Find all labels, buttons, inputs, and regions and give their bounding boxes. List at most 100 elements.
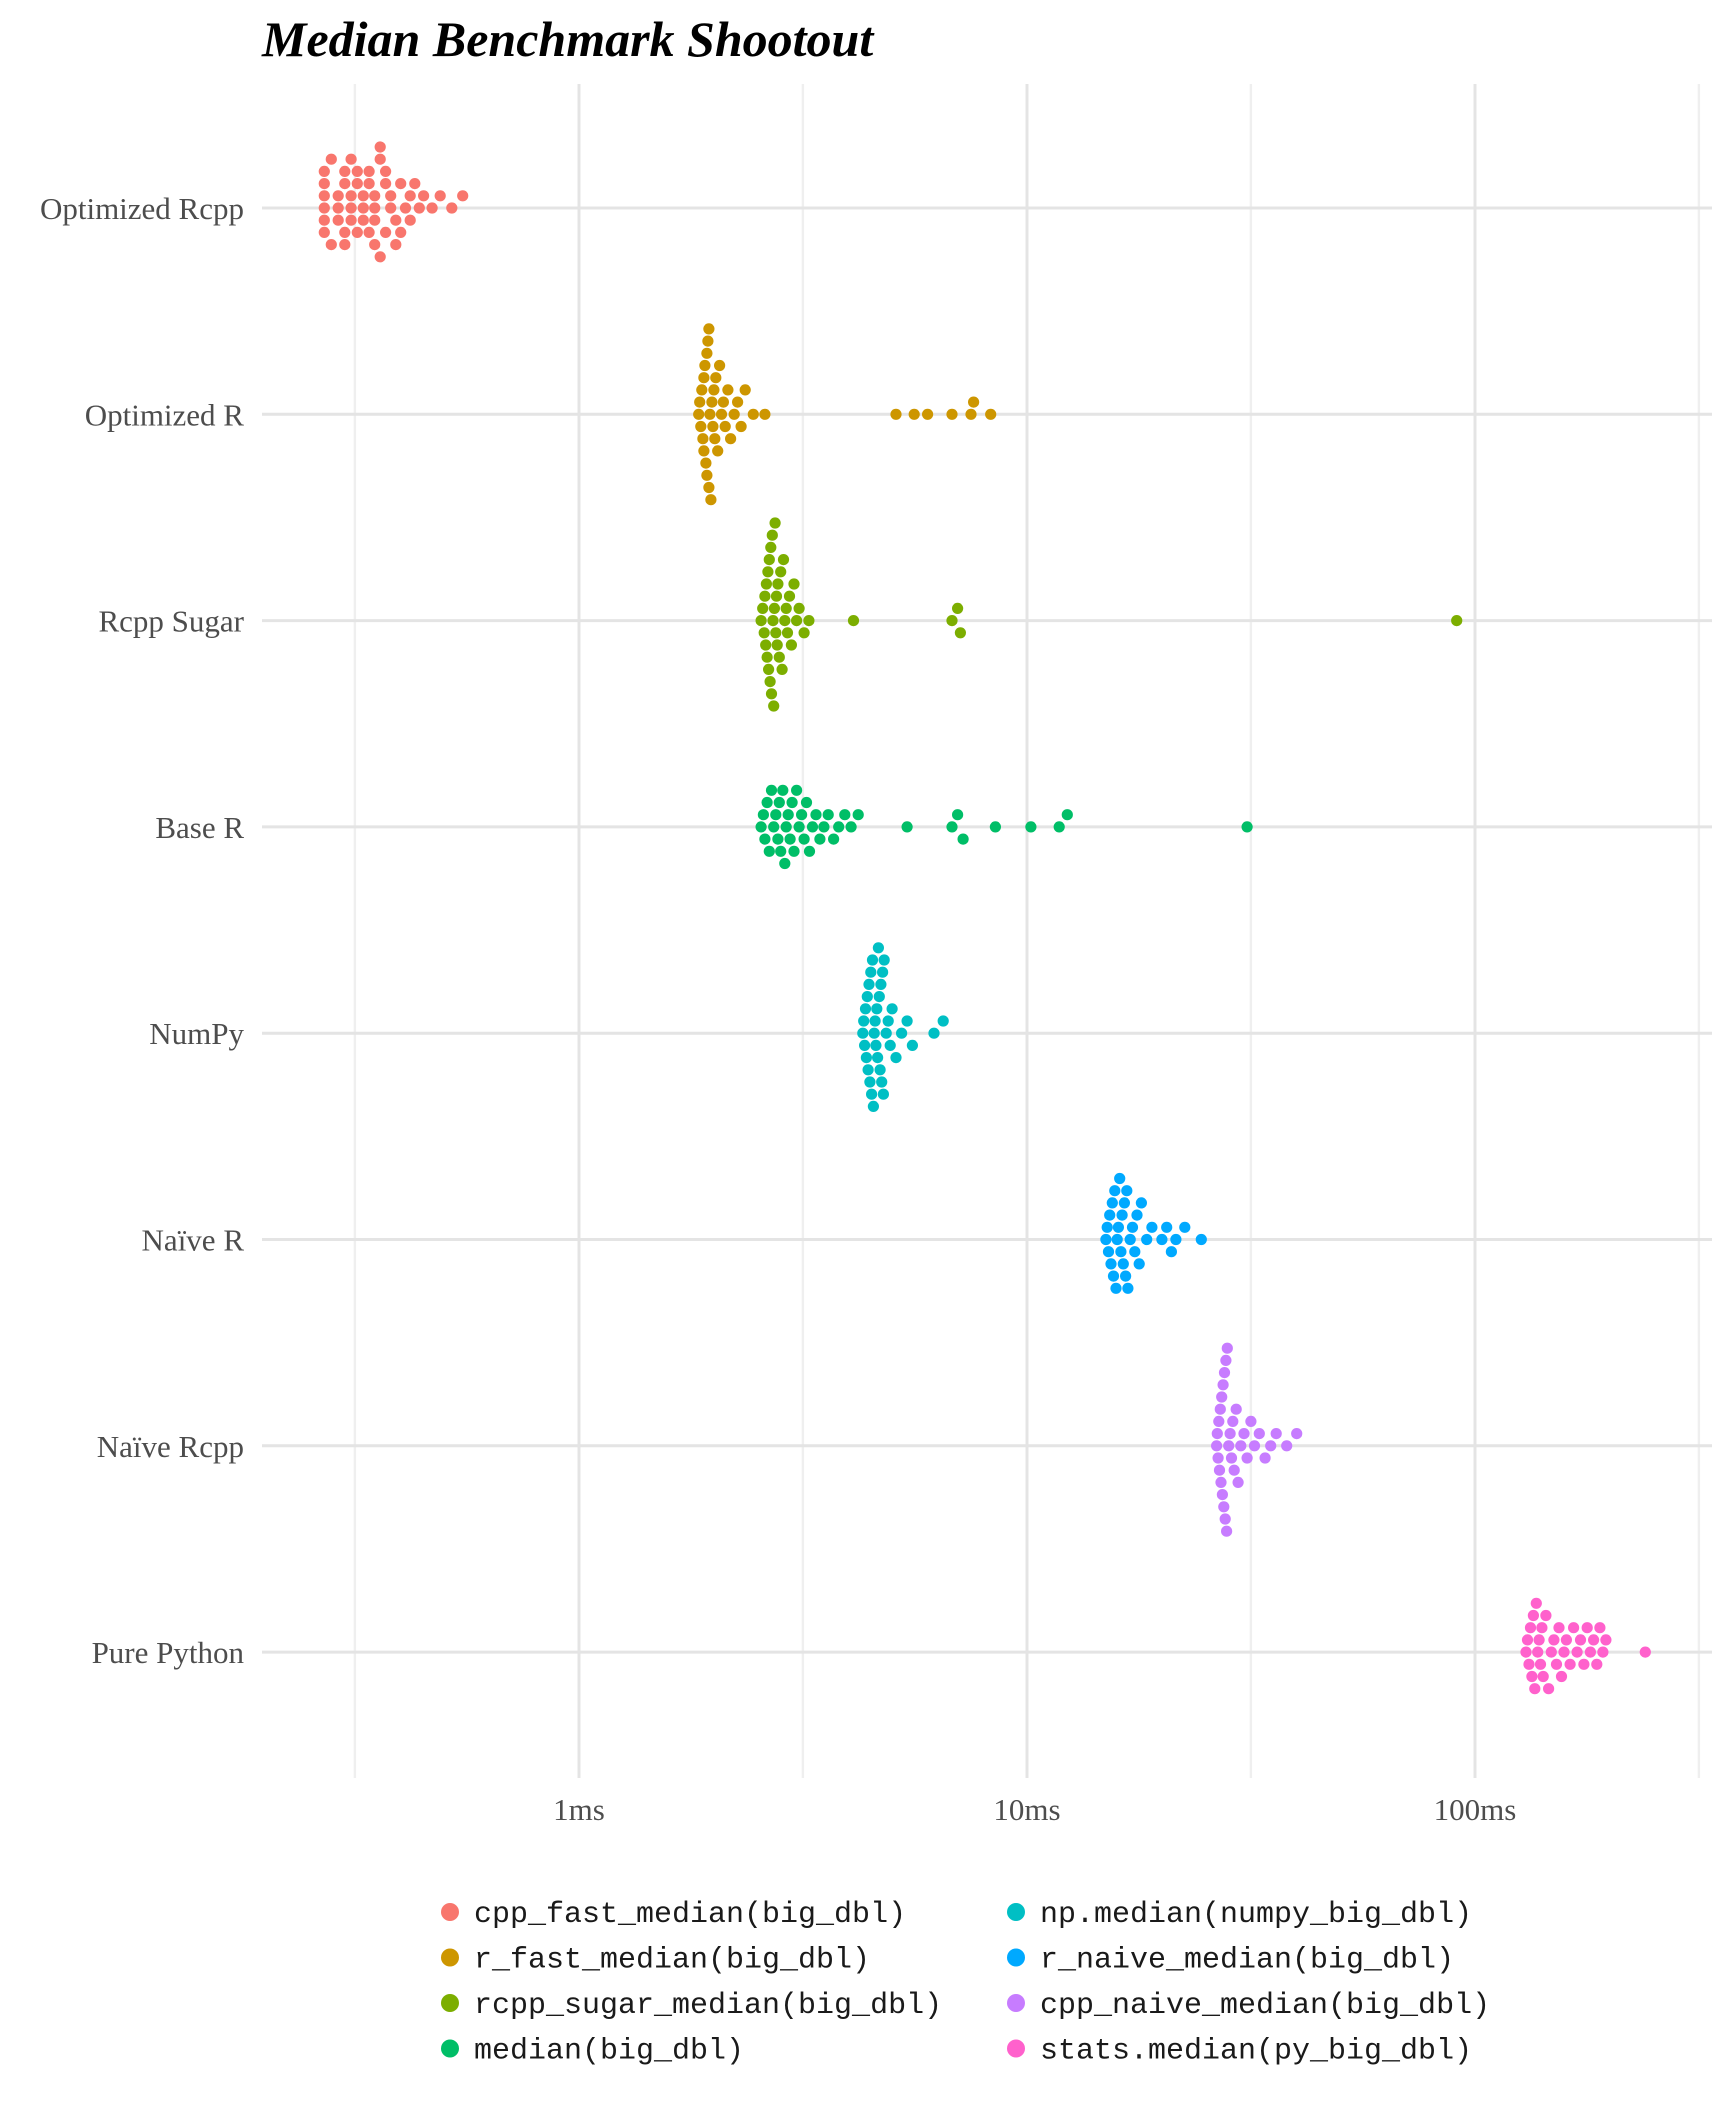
- data-point: [1270, 1428, 1282, 1440]
- data-point: [870, 1039, 882, 1051]
- data-point: [318, 178, 330, 190]
- data-point: [318, 202, 330, 214]
- data-point: [985, 408, 997, 420]
- legend-label: np.median(numpy_big_dbl): [1040, 1898, 1472, 1932]
- data-point: [1553, 1622, 1565, 1634]
- data-point: [760, 639, 772, 651]
- data-point: [968, 396, 980, 408]
- data-point: [705, 494, 717, 506]
- data-point: [880, 1027, 892, 1039]
- data-point: [1112, 1221, 1124, 1233]
- data-point: [399, 202, 412, 214]
- legend-label: median(big_dbl): [474, 2035, 744, 2069]
- data-point: [869, 1015, 881, 1027]
- data-point: [1156, 1233, 1168, 1246]
- data-point: [1213, 1464, 1226, 1476]
- data-point: [1216, 1489, 1228, 1501]
- data-point: [1100, 1233, 1112, 1246]
- data-point: [357, 214, 369, 226]
- data-point: [770, 809, 782, 821]
- data-point: [791, 784, 803, 796]
- data-point: [1564, 1658, 1576, 1670]
- data-point: [369, 202, 381, 214]
- data-point: [1543, 1683, 1555, 1695]
- data-point: [1025, 821, 1037, 833]
- data-point: [1597, 1646, 1609, 1658]
- data-point: [765, 541, 777, 554]
- data-point: [882, 1015, 894, 1027]
- data-point: [1227, 1415, 1239, 1427]
- data-point: [780, 602, 792, 615]
- data-point: [1639, 1646, 1651, 1658]
- data-point: [1213, 1415, 1225, 1427]
- data-point: [390, 239, 402, 251]
- data-point: [858, 1015, 870, 1027]
- data-point: [426, 202, 438, 214]
- data-point: [1061, 809, 1073, 821]
- data-point: [369, 239, 381, 251]
- data-point: [1114, 1172, 1126, 1185]
- points-layer: [318, 141, 1651, 1695]
- data-point: [693, 408, 705, 420]
- data-point: [779, 615, 791, 627]
- data-point: [1555, 1670, 1568, 1683]
- data-point: [782, 809, 794, 821]
- data-point: [952, 809, 964, 821]
- data-point: [413, 202, 425, 214]
- data-point: [776, 663, 788, 676]
- data-point: [374, 153, 386, 165]
- data-point: [1220, 1354, 1232, 1366]
- legend-label: r_naive_median(big_dbl): [1040, 1944, 1454, 1978]
- data-point: [1230, 1403, 1242, 1415]
- data-point: [325, 153, 337, 165]
- data-point: [339, 165, 351, 177]
- data-point: [701, 469, 713, 481]
- data-point: [922, 408, 934, 420]
- data-point: [779, 857, 791, 870]
- data-point: [775, 845, 787, 857]
- data-point: [703, 323, 715, 335]
- data-point: [788, 845, 800, 857]
- data-point: [759, 408, 771, 420]
- legend-label: cpp_naive_median(big_dbl): [1040, 1989, 1490, 2023]
- data-point: [1584, 1646, 1596, 1658]
- data-point: [1104, 1209, 1116, 1221]
- data-point: [1126, 1221, 1139, 1233]
- data-point: [863, 978, 875, 991]
- data-point: [332, 190, 344, 202]
- data-point: [775, 566, 787, 578]
- data-point: [363, 165, 375, 177]
- data-point: [772, 833, 784, 845]
- data-point: [1218, 1367, 1231, 1379]
- data-point: [1259, 1452, 1271, 1464]
- data-point: [1568, 1622, 1580, 1634]
- data-point: [906, 1039, 919, 1051]
- data-point: [957, 833, 969, 845]
- data-point: [1524, 1622, 1537, 1634]
- data-point: [1537, 1670, 1549, 1683]
- data-point: [1115, 1246, 1127, 1258]
- data-point: [700, 457, 712, 469]
- data-point: [766, 529, 778, 541]
- data-point: [1110, 1282, 1122, 1294]
- data-point: [339, 226, 351, 238]
- data-point: [784, 833, 796, 845]
- data-point: [339, 178, 351, 190]
- data-point: [771, 639, 783, 651]
- y-category-label: Base R: [155, 810, 244, 845]
- data-point: [872, 942, 885, 954]
- data-point: [857, 1027, 869, 1039]
- data-point: [719, 420, 731, 433]
- legend-label: cpp_fast_median(big_dbl): [474, 1898, 906, 1932]
- data-point: [1265, 1440, 1277, 1452]
- data-point: [803, 845, 816, 857]
- y-category-label: NumPy: [149, 1016, 244, 1051]
- data-point: [1540, 1609, 1552, 1622]
- data-point: [867, 1100, 880, 1112]
- data-point: [1179, 1221, 1191, 1233]
- data-point: [785, 639, 798, 651]
- data-point: [380, 226, 392, 238]
- data-point: [351, 226, 363, 238]
- y-category-label: Rcpp Sugar: [98, 604, 244, 639]
- data-point: [404, 190, 416, 202]
